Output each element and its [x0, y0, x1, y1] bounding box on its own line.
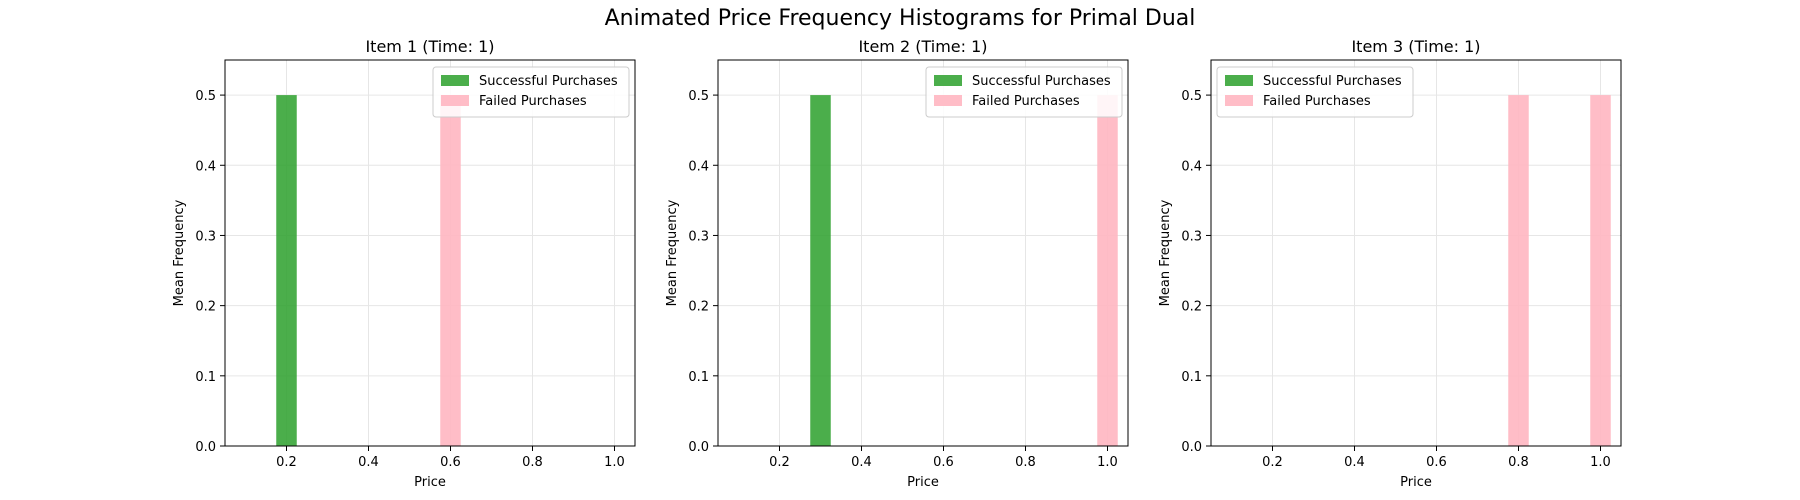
y-tick-label: 0.4: [688, 159, 709, 174]
y-tick-label: 0.2: [688, 300, 709, 315]
subplot-2: 0.2 0.4 0.6 0.8 1.0 0.0 0.1 0.2 0.3 0.4 0.5 Item 2 …: [665, 37, 1129, 490]
y-tick-label: 0.5: [195, 89, 216, 104]
legend-label: Failed Purchases: [972, 94, 1080, 109]
x-tick-label: 0.8: [1015, 455, 1036, 470]
legend-swatch-successful: [1225, 75, 1253, 86]
y-axis-label: Mean Frequency: [172, 199, 187, 306]
y-tick-label: 0.1: [1181, 370, 1202, 385]
axes-frame: [224, 59, 636, 447]
x-tick-label: 1.0: [604, 455, 625, 470]
axes-frame: [1210, 59, 1622, 447]
failed-bar: [1097, 95, 1118, 446]
x-tick-label: 0.8: [1508, 455, 1529, 470]
legend-label: Failed Purchases: [1263, 94, 1371, 109]
legend-swatch-successful: [934, 75, 962, 86]
y-tick-label: 0.3: [688, 229, 709, 244]
subplot-3: 0.2 0.4 0.6 0.8 1.0 0.0 0.1 0.2 0.3 0.4 0.5 Item 3 …: [1158, 37, 1622, 490]
y-axis-label: Mean Frequency: [1158, 199, 1173, 306]
legend-label: Failed Purchases: [479, 94, 587, 109]
legend-swatch-failed: [1225, 95, 1253, 106]
x-axis-label: Price: [1400, 475, 1432, 490]
y-tick-label: 0.3: [195, 229, 216, 244]
legend-swatch-failed: [441, 95, 469, 106]
successful-bar: [276, 95, 297, 446]
x-tick-label: 0.2: [1262, 455, 1283, 470]
y-tick-label: 0.3: [1181, 229, 1202, 244]
legend: Successful Purchases Failed Purchases: [925, 66, 1123, 118]
x-tick-label: 0.2: [276, 455, 297, 470]
subplot-title: Item 2 (Time: 1): [858, 37, 987, 56]
x-axis-label: Price: [414, 475, 446, 490]
legend: Successful Purchases Failed Purchases: [432, 66, 630, 118]
x-tick-label: 0.4: [1344, 455, 1365, 470]
legend-label: Successful Purchases: [972, 74, 1111, 89]
axes-frame: [717, 59, 1129, 447]
y-tick-label: 0.5: [688, 89, 709, 104]
y-tick-label: 0.0: [1181, 440, 1202, 455]
x-tick-label: 0.8: [522, 455, 543, 470]
x-tick-label: 0.4: [358, 455, 379, 470]
y-tick-label: 0.5: [1181, 89, 1202, 104]
legend-label: Successful Purchases: [479, 74, 618, 89]
y-tick-label: 0.2: [195, 300, 216, 315]
y-tick-label: 0.4: [1181, 159, 1202, 174]
x-tick-label: 1.0: [1590, 455, 1611, 470]
figure-title: Animated Price Frequency Histograms for …: [604, 6, 1196, 31]
legend-box: [925, 66, 1123, 118]
x-tick-label: 0.6: [933, 455, 954, 470]
legend-box: [1216, 66, 1414, 118]
subplot-title: Item 1 (Time: 1): [365, 37, 494, 56]
y-tick-label: 0.0: [195, 440, 216, 455]
successful-bar: [810, 95, 831, 446]
failed-bar: [1508, 95, 1529, 446]
y-tick-label: 0.1: [688, 370, 709, 385]
legend-swatch-successful: [441, 75, 469, 86]
x-tick-label: 0.4: [851, 455, 872, 470]
y-tick-label: 0.1: [195, 370, 216, 385]
y-tick-label: 0.4: [195, 159, 216, 174]
y-tick-label: 0.2: [1181, 300, 1202, 315]
x-tick-label: 0.2: [769, 455, 790, 470]
legend: Successful Purchases Failed Purchases: [1216, 66, 1414, 118]
failed-bar: [1590, 95, 1611, 446]
subplot-title: Item 3 (Time: 1): [1351, 37, 1480, 56]
y-axis-label: Mean Frequency: [665, 199, 680, 306]
x-axis-label: Price: [907, 475, 939, 490]
failed-bar: [440, 95, 461, 446]
y-tick-label: 0.0: [688, 440, 709, 455]
legend-box: [432, 66, 630, 118]
legend-label: Successful Purchases: [1263, 74, 1402, 89]
x-tick-label: 0.6: [440, 455, 461, 470]
x-tick-label: 1.0: [1097, 455, 1118, 470]
subplot-1: 0.2 0.4 0.6 0.8 1.0 0.0 0.1 0.2 0.3 0.4 0.5 Item 1 …: [172, 37, 636, 490]
legend-swatch-failed: [934, 95, 962, 106]
x-tick-label: 0.6: [1426, 455, 1447, 470]
